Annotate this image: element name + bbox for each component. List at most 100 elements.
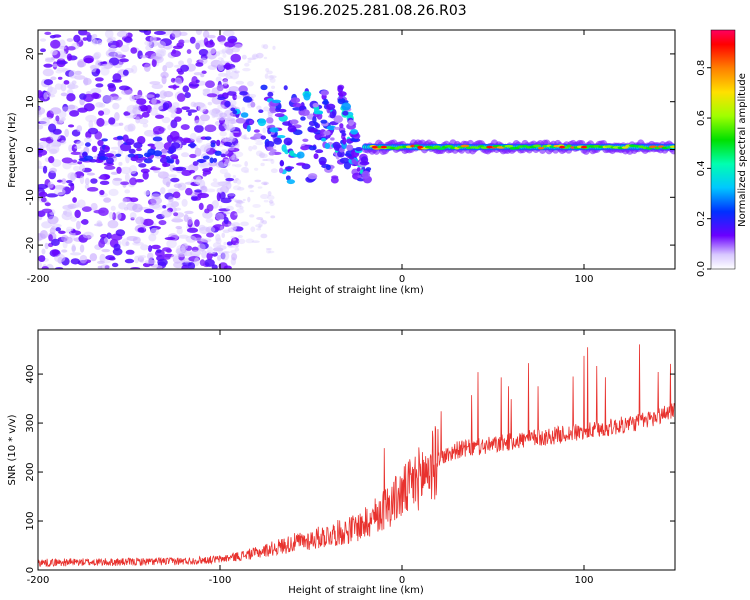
spectrogram-cell — [71, 144, 78, 153]
spectrogram-cell — [200, 238, 212, 243]
spectrogram-cell — [263, 199, 269, 203]
spectrogram-cell — [238, 238, 246, 245]
spectrogram-cell — [137, 255, 147, 259]
spectrogram-heatmap — [38, 30, 675, 269]
spectrogram-cell — [260, 135, 267, 140]
spectrogram-cell — [212, 224, 225, 231]
colorbar-label: Normalized spectral amplitude — [737, 73, 748, 227]
spectrogram-cell — [219, 117, 226, 125]
spectrogram-cell — [129, 177, 137, 186]
spectrogram-cell — [290, 97, 301, 104]
spectrogram-cell — [108, 117, 116, 125]
spectrogram-cell — [189, 132, 197, 141]
spectrogram-cell — [566, 144, 572, 148]
spectrogram-cell — [170, 50, 181, 58]
spectrogram-cell — [232, 131, 241, 137]
spectrogram-cell — [470, 146, 476, 149]
spectrogram-cell — [85, 114, 97, 123]
spectrogram-cell — [285, 175, 291, 181]
spectrogram-cell — [222, 229, 230, 234]
spectrogram-cell — [181, 198, 188, 207]
spectrogram-cell — [143, 63, 151, 72]
spectrogram-cell — [164, 236, 176, 241]
spectrogram-cell — [278, 167, 284, 174]
spectrogram-cell — [330, 176, 339, 184]
spectrogram-cell — [209, 157, 214, 164]
spectrogram-cell — [189, 141, 196, 149]
colorbar-tick-label: 0.0 — [696, 261, 707, 277]
spectrogram-cell — [248, 184, 255, 188]
spectrogram-cell — [130, 47, 138, 54]
spectrogram-cell — [147, 252, 154, 260]
spectrogram-cell — [66, 226, 74, 232]
spectrogram-cell — [250, 226, 256, 233]
spectrogram-cell — [86, 172, 96, 176]
spectrogram-cell — [230, 53, 241, 63]
spectrogram-cell — [341, 102, 352, 111]
spectrogram-cell — [141, 111, 150, 118]
spectrogram-cell — [238, 85, 248, 94]
spectrogram-cell — [187, 111, 192, 117]
spectrogram-cell — [104, 30, 114, 39]
spectrogram-cell — [265, 140, 275, 148]
spectrogram-cell — [255, 224, 263, 228]
spectrogram-cell — [124, 258, 135, 264]
spectrogram-cell — [296, 162, 306, 166]
spectrogram-cell — [40, 38, 47, 42]
y-tick-label: 200 — [25, 462, 36, 481]
spectrogram-cell — [621, 146, 629, 149]
spectrogram-cell — [98, 176, 106, 180]
spectrogram-cell — [229, 86, 237, 90]
spectrogram-cell — [220, 149, 229, 156]
spectrogram-cell — [299, 105, 305, 111]
spectrogram-x-label: Height of straight line (km) — [288, 285, 424, 296]
spectrogram-cell — [72, 197, 77, 203]
y-tick-label: 20 — [25, 48, 36, 61]
spectrogram-cell — [189, 83, 200, 87]
spectrogram-cell — [69, 252, 82, 256]
spectrogram-cell — [152, 125, 165, 135]
spectrogram-cell — [113, 243, 121, 251]
spectrogram-cell — [300, 116, 306, 121]
spectrogram-cell — [139, 54, 149, 59]
spectrogram-cell — [273, 137, 283, 145]
spectrogram-cell — [216, 84, 224, 92]
spectrogram-cell — [268, 151, 275, 156]
spectrogram-cell — [96, 117, 105, 127]
spectrogram-cell — [82, 231, 94, 239]
x-tick-label: 100 — [574, 274, 593, 285]
spectrogram-cell — [223, 241, 227, 246]
spectrogram-cell — [333, 115, 344, 124]
spectrogram-cell — [83, 137, 92, 143]
spectrogram-cell — [268, 200, 274, 204]
spectrogram-cell — [302, 138, 309, 142]
spectrogram-cell — [261, 44, 265, 49]
spectrogram-cell — [326, 103, 336, 111]
spectrogram-cell — [276, 134, 286, 139]
spectrogram-cell — [38, 160, 42, 169]
spectrogram-cell — [337, 91, 347, 97]
spectrogram-cell — [228, 38, 237, 43]
spectrogram-cell — [201, 70, 207, 75]
spectrogram-cell — [182, 85, 190, 93]
spectrogram-cell — [156, 264, 163, 269]
spectrogram-cell — [229, 71, 240, 80]
spectrogram-cell — [235, 80, 245, 85]
spectrogram-cell — [233, 225, 237, 232]
snr-x-ticks: -200 -100 0 100 — [27, 330, 594, 586]
spectrogram-cell — [206, 203, 214, 212]
spectrogram-cell — [58, 39, 66, 48]
spectrogram-cell — [307, 173, 318, 180]
spectrogram-cell — [103, 197, 112, 203]
spectrogram-cell — [224, 73, 229, 77]
spectrogram-cell — [115, 153, 122, 158]
spectrogram-cell — [225, 48, 234, 55]
spectrogram-cell — [320, 90, 330, 96]
spectrogram-cell — [106, 157, 114, 165]
spectrogram-cell — [267, 115, 273, 118]
spectrogram-cell — [87, 127, 99, 135]
spectrogram-cell — [79, 244, 85, 253]
spectrogram-cell — [167, 174, 177, 178]
spectrogram-cell — [186, 49, 192, 55]
